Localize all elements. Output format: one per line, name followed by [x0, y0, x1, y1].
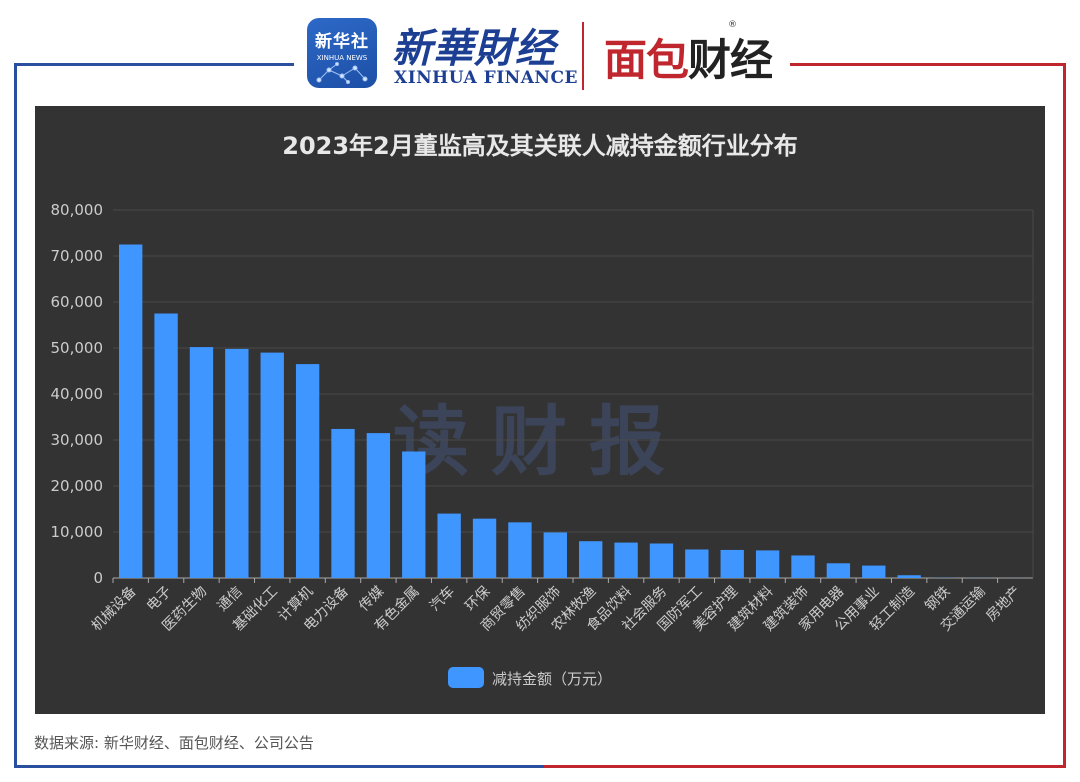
- bar-国防军工[interactable]: [685, 549, 709, 578]
- frame-border-blue-top: [14, 63, 294, 66]
- x-tick-label: 汽车: [426, 583, 458, 615]
- legend[interactable]: 减持金额（万元）: [448, 667, 612, 688]
- bar-社会服务[interactable]: [649, 543, 674, 579]
- bar-建筑装饰[interactable]: [791, 555, 815, 578]
- header-logos: 新华社 XINHUA NEWS 新華財经 XINHUA FINANCE 面包财经…: [300, 10, 790, 90]
- bar-机械设备[interactable]: [119, 244, 143, 579]
- bar-商贸零售[interactable]: [508, 522, 532, 578]
- bar-电力设备[interactable]: [331, 428, 355, 578]
- frame-border-red-right: [1063, 63, 1066, 768]
- xinhua-badge-text: 新华社: [315, 32, 369, 52]
- x-tick-label: 电子: [144, 584, 175, 615]
- xinhua-finance-logo-cn: 新華財经: [392, 25, 556, 72]
- frame-border-red-bottom: [544, 765, 1066, 768]
- y-tick-label: 10,000: [51, 523, 104, 541]
- x-tick-label: 房地产: [983, 584, 1024, 625]
- chart-title: 2023年2月董监高及其关联人减持金额行业分布: [282, 132, 798, 160]
- bar-计算机[interactable]: [295, 364, 320, 578]
- x-tick-label: 机械设备: [88, 583, 140, 635]
- y-tick-label: 80,000: [51, 201, 104, 219]
- bar-环保[interactable]: [472, 518, 497, 578]
- frame-border-blue-left: [14, 63, 17, 768]
- legend-label: 减持金额（万元）: [492, 670, 612, 688]
- bar-家用电器[interactable]: [826, 563, 851, 578]
- y-tick-label: 70,000: [51, 247, 104, 265]
- bars: [119, 244, 1027, 579]
- xinhua-finance-logo-en: XINHUA FINANCE: [394, 68, 578, 88]
- y-tick-label: 20,000: [51, 477, 104, 495]
- registered-mark: ®: [728, 20, 737, 30]
- bar-农林牧渔[interactable]: [579, 541, 603, 578]
- x-tick-label: 传媒: [356, 584, 387, 615]
- x-tick-label: 钢铁: [922, 584, 953, 615]
- y-tick-label: 0: [93, 569, 103, 587]
- mianbao-finance-logo: 面包财经: [604, 26, 773, 88]
- bar-美容护理[interactable]: [720, 549, 744, 578]
- y-tick-label: 30,000: [51, 431, 104, 449]
- mianbao-logo-dark-text: 财经: [688, 36, 773, 86]
- x-tick-label: 环保: [462, 584, 493, 615]
- y-tick-label: 40,000: [51, 385, 104, 403]
- frame-border-red-top: [790, 63, 1066, 66]
- bar-通信[interactable]: [225, 348, 249, 578]
- bar-轻工制造[interactable]: [897, 575, 921, 578]
- chart-panel: 读财报 2023年2月董监高及其关联人减持金额行业分布 0 10,000 20,00…: [35, 106, 1045, 714]
- frame-border-blue-bottom: [14, 765, 544, 768]
- bar-食品饮料[interactable]: [614, 542, 638, 578]
- y-axis-ticks: 0 10,000 20,000 30,000 40,000 50,000 60,000 70,…: [51, 201, 104, 587]
- bar-医药生物[interactable]: [189, 347, 214, 578]
- bar-传媒[interactable]: [366, 433, 391, 578]
- xinhua-news-logo: 新华社 XINHUA NEWS: [307, 18, 377, 88]
- bar-汽车[interactable]: [437, 513, 461, 578]
- watermark-text: 读财报: [393, 397, 687, 486]
- bar-chart: 读财报 2023年2月董监高及其关联人减持金额行业分布 0 10,000 20,00…: [51, 132, 1034, 688]
- header-divider: [582, 22, 584, 90]
- xinhua-badge-subtext: XINHUA NEWS: [316, 54, 368, 62]
- bar-建筑材料[interactable]: [755, 550, 780, 578]
- bar-基础化工[interactable]: [260, 352, 284, 578]
- x-tick-label: 通信: [215, 584, 246, 615]
- bar-有色金属[interactable]: [402, 451, 426, 579]
- mianbao-logo-red-text: 面包: [604, 36, 689, 86]
- bar-纺织服饰[interactable]: [543, 532, 567, 578]
- y-tick-label: 60,000: [51, 293, 104, 311]
- bar-电子[interactable]: [154, 313, 178, 579]
- grid-lines: [113, 209, 1034, 579]
- network-graphic-icon: [316, 62, 368, 84]
- y-tick-label: 50,000: [51, 339, 104, 357]
- legend-swatch: [448, 667, 484, 688]
- bar-公用事业[interactable]: [862, 565, 886, 578]
- source-note: 数据来源: 新华财经、面包财经、公司公告: [34, 734, 314, 752]
